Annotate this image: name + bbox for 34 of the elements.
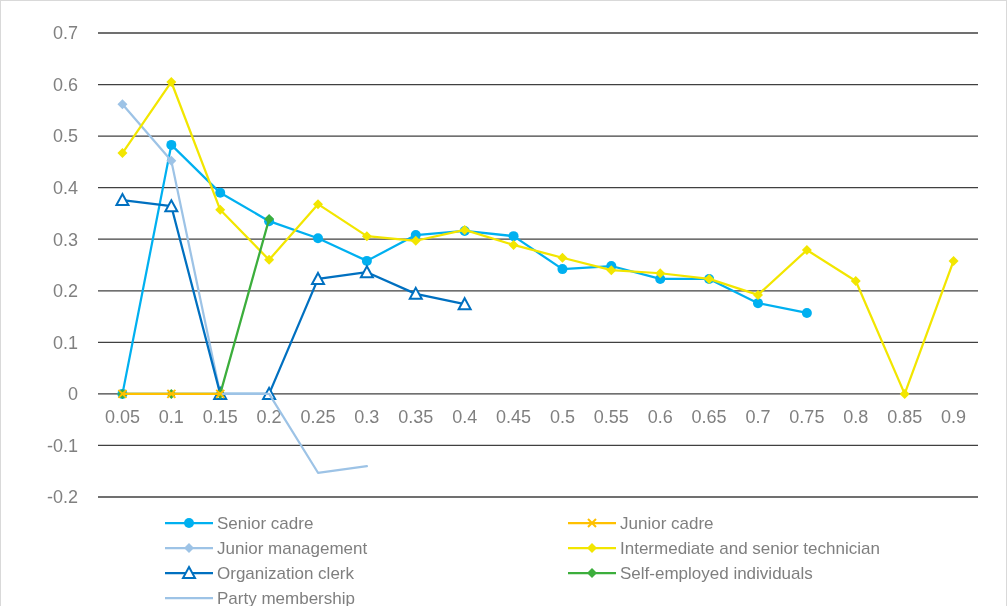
y-tick-label: 0.5 — [52, 126, 78, 147]
legend-label: Junior management — [217, 538, 368, 558]
x-tick-label: 0.9 — [941, 406, 967, 427]
legend-label: Intermediate and senior technician — [620, 538, 880, 558]
y-tick-label: 0.6 — [52, 74, 78, 95]
y-tick-label: 0.7 — [52, 23, 78, 44]
legend-label: Organization clerk — [217, 563, 355, 583]
x-tick-label: 0.25 — [300, 406, 336, 427]
y-tick-label: 0.2 — [52, 281, 78, 302]
x-tick-label: 0.65 — [691, 406, 727, 427]
x-tick-label: 0.15 — [202, 406, 238, 427]
x-tick-label: 0.75 — [789, 406, 825, 427]
y-tick-label: 0 — [67, 384, 78, 405]
x-tick-label: 0.55 — [593, 406, 629, 427]
y-tick-label: -0.1 — [46, 435, 78, 456]
x-tick-label: 0.85 — [887, 406, 923, 427]
legend-label: Self-employed individuals — [620, 563, 813, 583]
x-tick-label: 0.7 — [745, 406, 771, 427]
x-tick-label: 0.35 — [398, 406, 434, 427]
x-tick-label: 0.45 — [496, 406, 532, 427]
x-tick-label: 0.3 — [354, 406, 380, 427]
x-tick-label: 0.5 — [549, 406, 575, 427]
y-tick-label: -0.2 — [46, 487, 78, 508]
x-tick-label: 0.2 — [256, 406, 282, 427]
x-tick-label: 0.4 — [452, 406, 478, 427]
y-tick-label: 0.4 — [52, 177, 78, 198]
x-tick-label: 0.6 — [647, 406, 673, 427]
y-tick-label: 0.3 — [52, 229, 78, 250]
x-tick-label: 0.1 — [158, 406, 184, 427]
x-tick-label: 0.05 — [104, 406, 140, 427]
y-tick-label: 0.1 — [52, 332, 78, 353]
legend-label: Senior cadre — [217, 513, 314, 533]
x-tick-label: 0.8 — [843, 406, 869, 427]
legend-label: Junior cadre — [620, 513, 714, 533]
